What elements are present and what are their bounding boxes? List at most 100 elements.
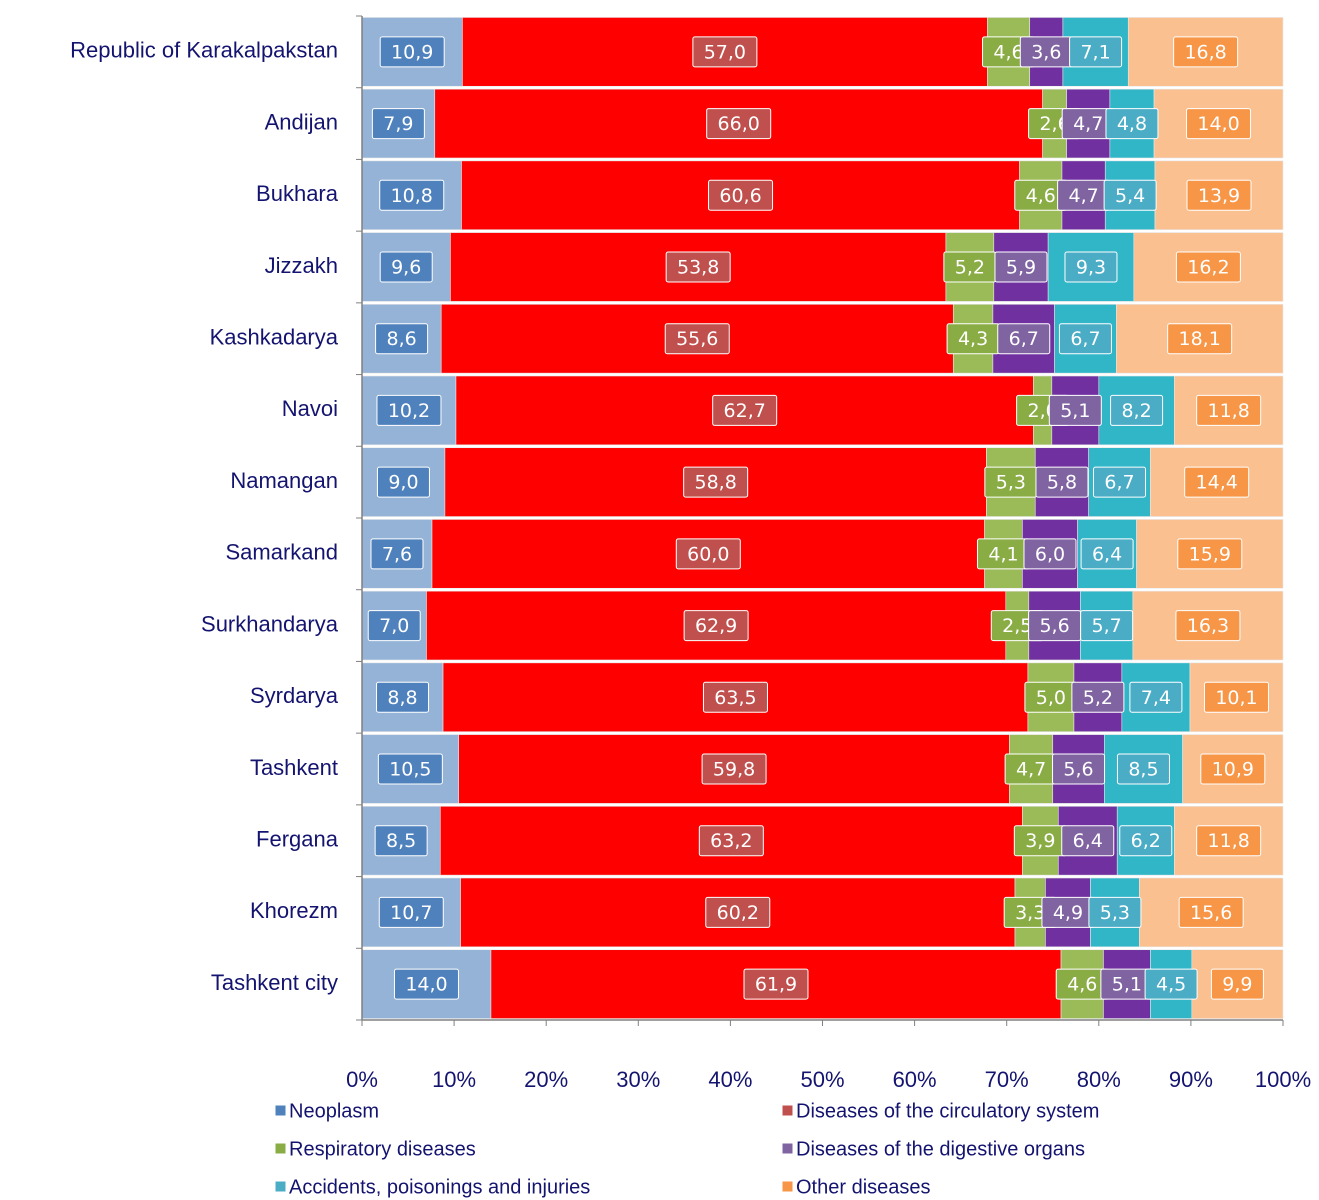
legend-marker (781, 1142, 794, 1155)
legend-marker (781, 1104, 794, 1117)
value-label-box (1080, 610, 1134, 642)
category-label: Andijan (265, 109, 338, 134)
category-label: Tashkent city (211, 970, 338, 995)
value-label-box (683, 466, 749, 498)
value-label-box (1175, 251, 1241, 283)
value-label-box (712, 394, 778, 426)
value-label-box (375, 323, 429, 355)
value-label-box (1177, 538, 1243, 570)
value-label: 61,9 (755, 974, 797, 996)
value-label-box (377, 753, 443, 785)
x-tick-label: 90% (1169, 1067, 1213, 1092)
value-label: 6,7 (1009, 328, 1039, 350)
value-label-box (1186, 179, 1252, 211)
legend-label: Diseases of the circulatory system (796, 1100, 1099, 1122)
value-label-box (997, 323, 1051, 355)
value-label: 5,8 (1047, 472, 1077, 494)
value-label: 6,2 (1131, 830, 1161, 852)
value-label-box (1103, 179, 1157, 211)
category-label: Namangan (230, 468, 338, 493)
value-label-box (1088, 896, 1142, 928)
value-label: 62,9 (695, 615, 737, 637)
value-label: 60,6 (719, 185, 761, 207)
value-label-box (705, 896, 771, 928)
value-label-box (1186, 108, 1252, 140)
value-label: 18,1 (1178, 328, 1220, 350)
value-label: 7,6 (382, 543, 412, 565)
value-label: 9,9 (1222, 974, 1252, 996)
value-label: 10,9 (391, 41, 433, 63)
value-label: 6,7 (1104, 472, 1134, 494)
value-label: 14,4 (1196, 472, 1238, 494)
value-label: 55,6 (676, 328, 718, 350)
value-label-box (1048, 394, 1102, 426)
value-label-box (370, 538, 424, 570)
value-label: 5,2 (1083, 687, 1113, 709)
value-label: 5,6 (1063, 759, 1093, 781)
value-label: 11,8 (1208, 830, 1250, 852)
value-label: 6,4 (1092, 543, 1122, 565)
value-label-box (379, 179, 445, 211)
value-label: 59,8 (713, 759, 755, 781)
legend-marker (274, 1104, 287, 1117)
value-label-box (1175, 610, 1241, 642)
value-label-box (994, 251, 1048, 283)
value-label: 9,6 (391, 257, 421, 279)
value-label: 63,5 (714, 687, 756, 709)
value-label-box (1023, 538, 1077, 570)
value-label: 5,1 (1060, 400, 1090, 422)
value-label-box (1116, 753, 1170, 785)
value-label: 7,1 (1080, 41, 1110, 63)
x-tick-label: 50% (800, 1067, 844, 1092)
value-label: 6,4 (1073, 830, 1103, 852)
value-label: 4,1 (988, 543, 1018, 565)
value-label: 5,6 (1039, 615, 1069, 637)
value-label: 7,9 (383, 113, 413, 135)
category-label: Fergana (256, 827, 339, 852)
value-label: 3,3 (1015, 902, 1045, 924)
value-label: 8,8 (387, 687, 417, 709)
value-label: 4,3 (958, 328, 988, 350)
value-label-box (376, 466, 430, 498)
value-label: 9,0 (388, 472, 418, 494)
category-label: Jizzakh (265, 253, 338, 278)
category-label: Samarkand (225, 540, 338, 565)
value-label: 8,2 (1121, 400, 1151, 422)
legend-label: Diseases of the digestive organs (796, 1138, 1085, 1160)
value-label: 4,6 (1067, 974, 1097, 996)
value-label-box (1110, 394, 1164, 426)
category-label: Khorezm (250, 898, 338, 923)
value-label: 7,4 (1141, 687, 1171, 709)
value-label: 53,8 (677, 257, 719, 279)
value-label-box (376, 394, 442, 426)
value-label-box (664, 323, 730, 355)
value-label: 9,3 (1076, 257, 1106, 279)
value-label: 5,3 (996, 472, 1026, 494)
value-label: 2,5 (1002, 615, 1032, 637)
value-label-box (367, 610, 421, 642)
legend-label: Accidents, poisonings and injuries (289, 1176, 590, 1198)
value-label-box (378, 896, 444, 928)
value-label: 5,3 (1100, 902, 1130, 924)
value-label: 10,8 (391, 185, 433, 207)
value-label: 5,0 (1036, 687, 1066, 709)
value-label-box (743, 968, 809, 1000)
value-label: 5,2 (955, 257, 985, 279)
x-tick-label: 30% (616, 1067, 660, 1092)
value-label: 15,6 (1190, 902, 1232, 924)
legend-marker (274, 1180, 287, 1193)
value-label-box (379, 36, 445, 68)
legend-marker (781, 1180, 794, 1193)
x-tick-label: 60% (893, 1067, 937, 1092)
legend-label: Respiratory diseases (289, 1138, 476, 1160)
value-label-box (692, 36, 758, 68)
value-label: 13,9 (1198, 185, 1240, 207)
value-label: 8,5 (1128, 759, 1158, 781)
value-label-box (379, 251, 433, 283)
category-label: Kashkadarya (210, 325, 339, 350)
value-label-box (1178, 896, 1244, 928)
value-label: 6,0 (1035, 543, 1065, 565)
value-label: 10,1 (1215, 687, 1257, 709)
value-label-box (698, 825, 764, 857)
